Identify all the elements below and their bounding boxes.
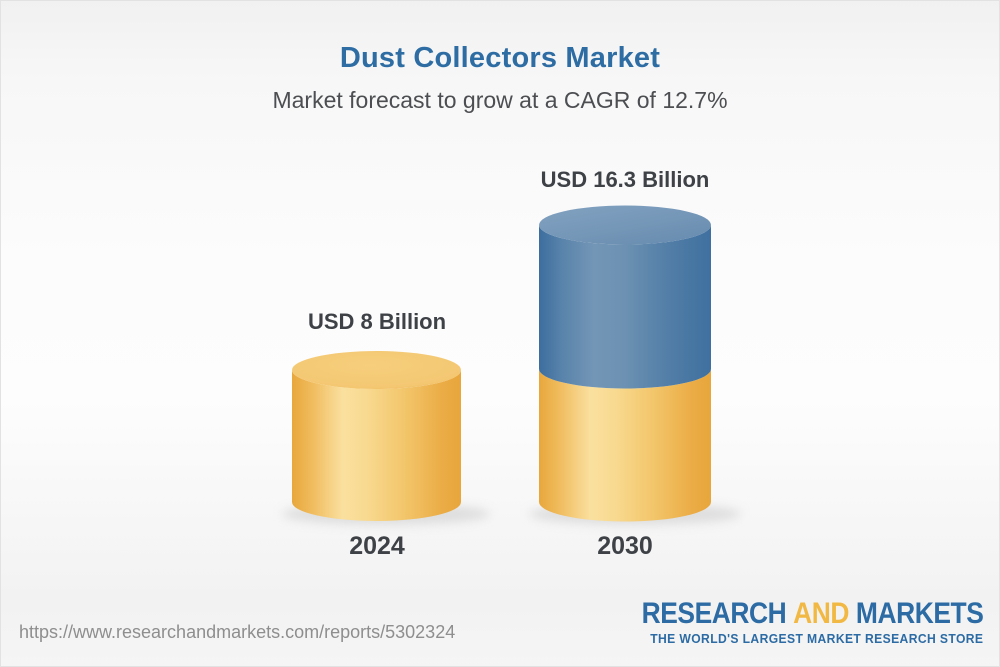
brand-tagline: THE WORLD'S LARGEST MARKET RESEARCH STOR… xyxy=(649,632,983,646)
brand-word-research: RESEARCH xyxy=(641,597,786,630)
bar-2030-blue-segment xyxy=(539,225,711,389)
bar-2030-yellow-segment xyxy=(539,369,711,522)
chart-subtitle: Market forecast to grow at a CAGR of 12.… xyxy=(272,87,728,113)
source-url: https://www.researchandmarkets.com/repor… xyxy=(19,622,456,642)
bar-2030-cylinder xyxy=(539,205,711,522)
bar-2024-cylinder xyxy=(292,351,461,521)
chart-title: Dust Collectors Market xyxy=(339,42,661,74)
brand-logo: RESEARCH AND MARKETS THE WORLD'S LARGEST… xyxy=(595,599,983,647)
brand-wordmark: RESEARCH AND MARKETS xyxy=(641,599,983,629)
category-label-2030: 2030 xyxy=(597,532,653,560)
brand-word-markets: MARKETS xyxy=(855,597,984,630)
value-label-2030: USD 16.3 Billion xyxy=(540,167,710,192)
value-label-2024: USD 8 Billion xyxy=(307,309,447,334)
category-label-2024: 2024 xyxy=(349,532,405,560)
brand-word-and: AND xyxy=(792,597,849,630)
